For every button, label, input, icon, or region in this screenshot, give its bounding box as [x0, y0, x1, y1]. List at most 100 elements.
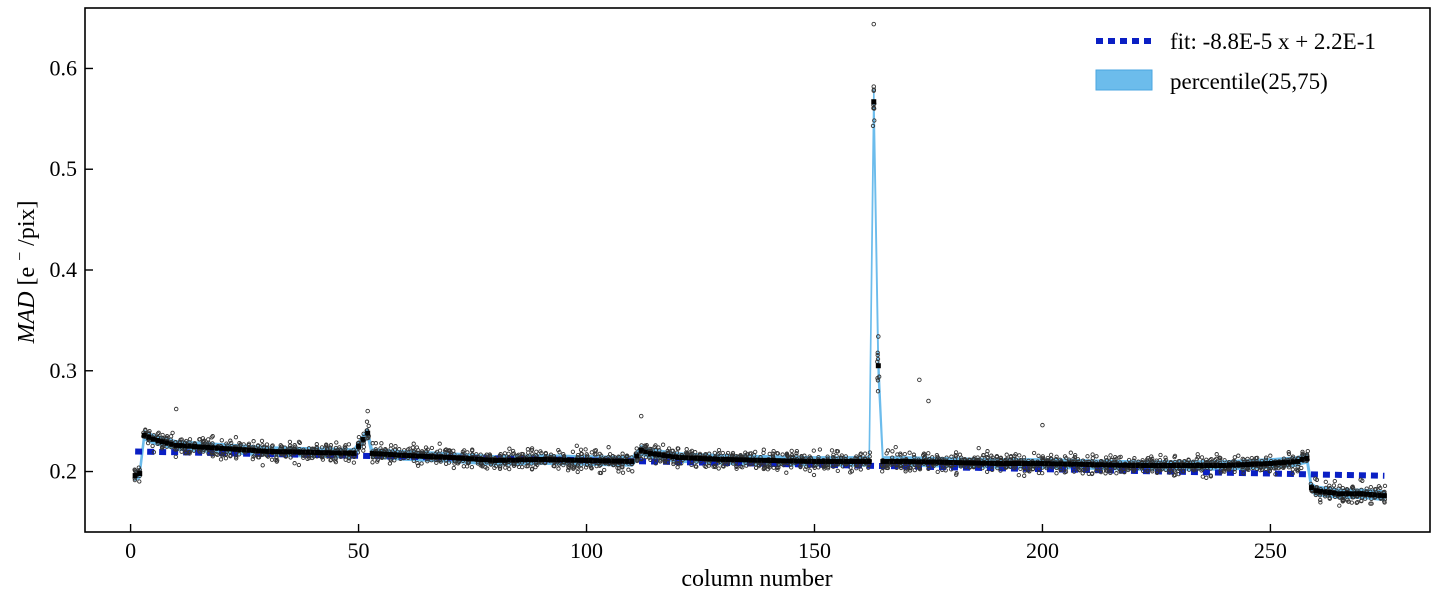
data-point	[328, 443, 334, 448]
median-marker	[342, 450, 348, 456]
median-marker	[620, 458, 626, 464]
median-marker	[780, 458, 786, 464]
data-point	[379, 441, 384, 446]
median-marker	[962, 460, 968, 466]
median-marker	[1149, 462, 1155, 468]
data-point	[328, 458, 333, 463]
data-point	[1132, 456, 1137, 461]
data-point	[1098, 469, 1104, 475]
median-marker	[1062, 461, 1068, 467]
median-marker	[656, 452, 662, 458]
median-marker	[1126, 462, 1132, 468]
median-marker	[141, 432, 147, 438]
median-marker	[356, 443, 362, 449]
data-point	[1240, 467, 1245, 472]
data-point	[953, 454, 959, 459]
median-marker	[907, 459, 913, 465]
data-point	[136, 465, 141, 470]
median-marker	[1295, 458, 1301, 464]
data-point	[1368, 484, 1373, 490]
data-point	[825, 454, 830, 459]
data-point	[635, 458, 640, 464]
data-point	[620, 470, 626, 475]
median-marker	[871, 99, 877, 105]
data-point	[301, 455, 306, 460]
data-point	[366, 423, 371, 429]
median-marker	[470, 456, 476, 462]
data-point	[259, 438, 265, 444]
data-point	[770, 451, 776, 456]
data-point	[693, 450, 698, 455]
median-marker	[365, 430, 371, 436]
median-marker	[305, 449, 311, 455]
median-marker	[1140, 462, 1146, 468]
median-marker	[1208, 462, 1214, 468]
outlier-point	[926, 398, 931, 404]
data-point	[1222, 469, 1227, 474]
data-point	[674, 450, 680, 455]
median-marker	[1318, 488, 1324, 494]
data-point	[1259, 467, 1265, 472]
data-point	[1208, 457, 1213, 463]
data-point	[602, 467, 607, 473]
data-point	[429, 445, 435, 451]
median-marker	[675, 454, 681, 460]
data-point	[437, 441, 442, 446]
x-tick-label: 150	[798, 538, 831, 563]
median-marker	[182, 443, 188, 449]
median-marker	[725, 457, 731, 463]
data-point	[378, 446, 383, 451]
median-marker	[789, 458, 795, 464]
data-point	[1323, 479, 1328, 485]
median-marker	[729, 457, 735, 463]
data-point	[817, 447, 823, 452]
median-marker	[1331, 490, 1337, 496]
median-marker	[707, 456, 713, 462]
data-point	[206, 451, 211, 456]
outlier-point	[871, 88, 877, 93]
data-point	[233, 435, 239, 440]
data-point	[1018, 466, 1023, 472]
data-point	[1286, 451, 1292, 457]
data-point	[1053, 456, 1059, 462]
median-marker	[196, 444, 202, 450]
median-marker	[1144, 462, 1150, 468]
data-point	[236, 452, 242, 457]
median-marker	[1131, 462, 1137, 468]
data-point	[761, 450, 766, 456]
median-marker	[1021, 460, 1027, 466]
median-marker	[360, 436, 366, 442]
data-point	[1290, 471, 1295, 476]
median-marker	[242, 447, 248, 453]
median-marker	[1181, 462, 1187, 468]
median-marker	[556, 457, 562, 463]
data-point	[894, 465, 899, 471]
median-marker	[821, 458, 827, 464]
median-marker	[716, 456, 722, 462]
data-point	[1140, 468, 1146, 474]
data-point	[1336, 486, 1341, 491]
data-point	[825, 466, 831, 471]
median-marker	[1099, 462, 1105, 468]
data-point	[890, 449, 895, 454]
median-marker	[807, 458, 813, 464]
data-point	[443, 449, 448, 455]
median-marker	[246, 447, 252, 453]
data-point	[1044, 465, 1049, 471]
median-marker	[264, 448, 270, 454]
data-point	[1090, 456, 1095, 461]
data-point	[893, 444, 898, 450]
data-point	[775, 467, 780, 472]
legend-fit-label: fit: -8.8E-5 x + 2.2E-1	[1170, 29, 1376, 54]
median-marker	[1190, 462, 1196, 468]
data-point	[811, 472, 817, 478]
median-marker	[1372, 492, 1378, 498]
median-marker	[1245, 461, 1251, 467]
median-marker	[875, 363, 881, 369]
median-marker	[1176, 462, 1182, 468]
median-marker	[693, 455, 699, 461]
data-point	[1144, 457, 1150, 462]
median-marker	[205, 444, 211, 450]
data-point	[373, 441, 379, 446]
